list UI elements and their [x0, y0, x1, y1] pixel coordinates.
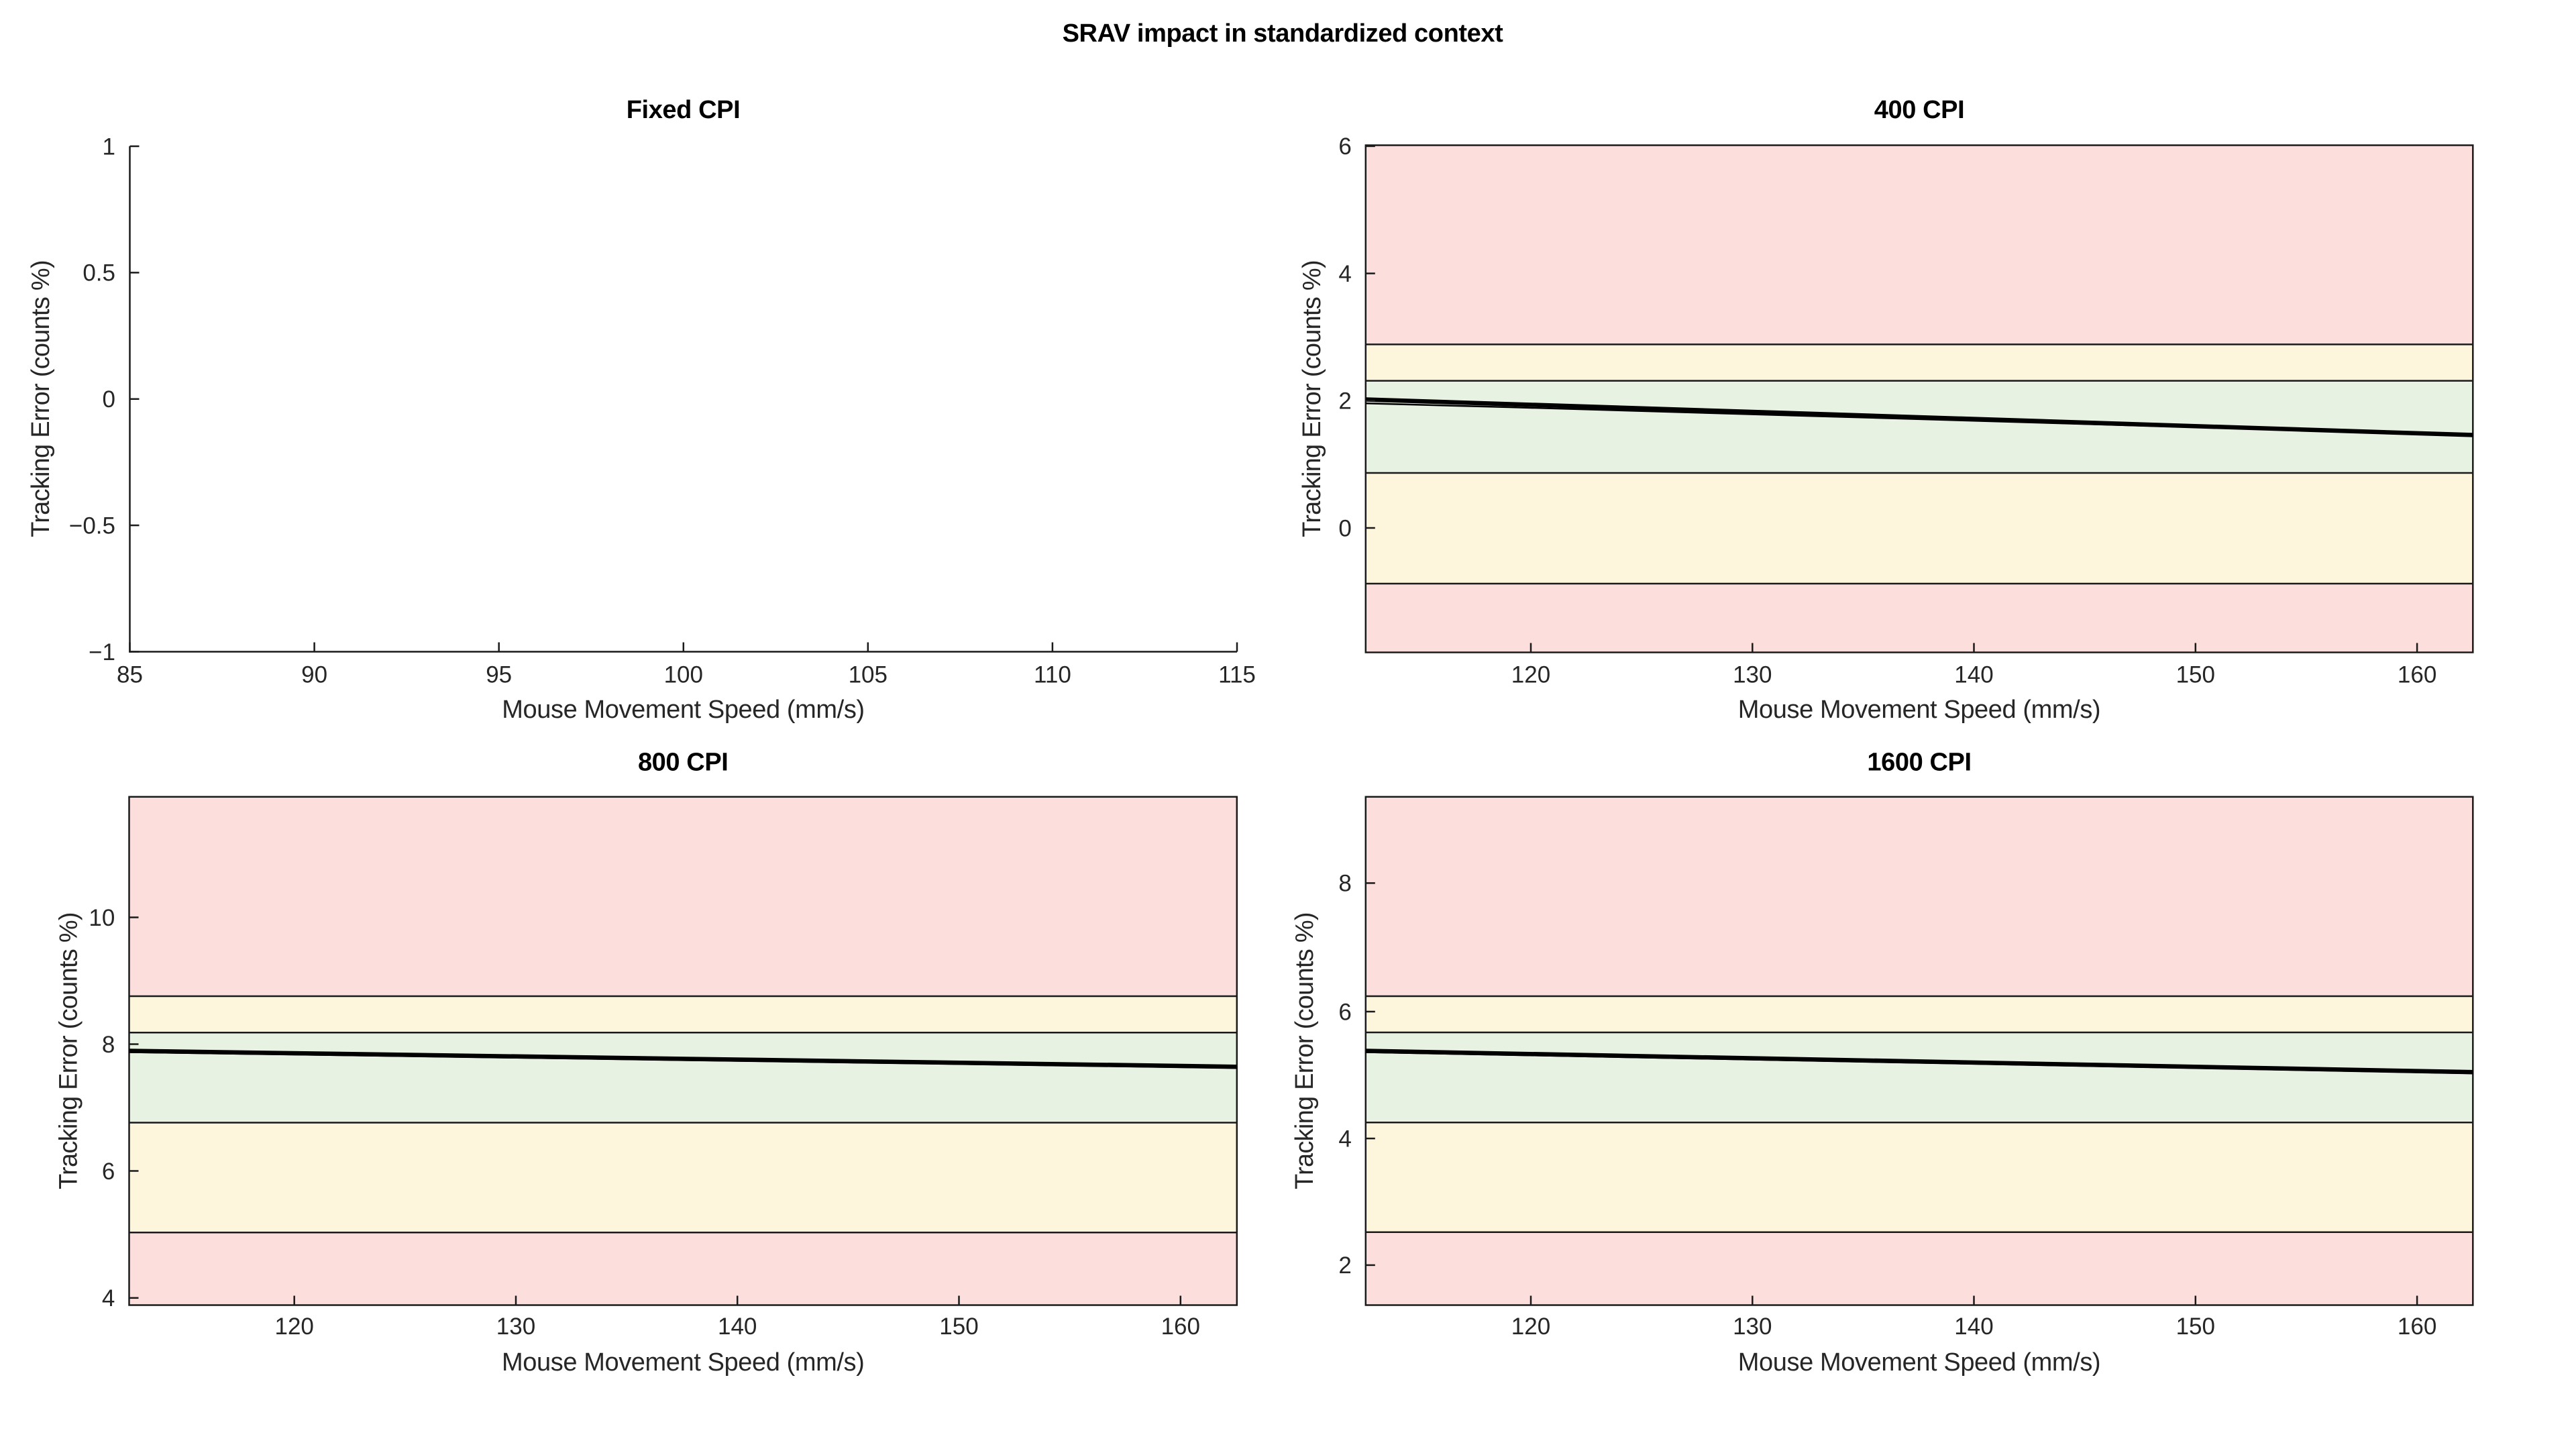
svg-text:10: 10 — [89, 905, 115, 931]
svg-text:0: 0 — [103, 386, 115, 413]
svg-text:95: 95 — [486, 662, 512, 688]
svg-text:0: 0 — [1338, 515, 1351, 541]
svg-text:Tracking Error (counts %): Tracking Error (counts %) — [1298, 260, 1326, 537]
svg-text:1600 CPI: 1600 CPI — [1867, 749, 1971, 777]
svg-text:150: 150 — [939, 1313, 978, 1340]
svg-text:130: 130 — [1733, 662, 1772, 688]
svg-text:110: 110 — [1034, 662, 1071, 688]
svg-text:105: 105 — [849, 662, 888, 688]
svg-text:SRAV impact in standardized co: SRAV impact in standardized context — [1063, 19, 1503, 48]
svg-text:0.5: 0.5 — [83, 260, 115, 286]
svg-text:4: 4 — [1338, 1126, 1351, 1152]
svg-text:150: 150 — [2176, 662, 2215, 688]
svg-text:6: 6 — [1338, 999, 1351, 1025]
svg-text:Mouse Movement Speed (mm/s): Mouse Movement Speed (mm/s) — [1738, 696, 2100, 724]
svg-text:Mouse Movement Speed (mm/s): Mouse Movement Speed (mm/s) — [1738, 1348, 2100, 1377]
svg-text:130: 130 — [496, 1313, 535, 1340]
svg-text:Tracking Error (counts %): Tracking Error (counts %) — [27, 260, 55, 537]
svg-text:400 CPI: 400 CPI — [1874, 96, 1965, 124]
svg-text:140: 140 — [718, 1313, 757, 1340]
svg-text:150: 150 — [2176, 1313, 2215, 1340]
svg-text:8: 8 — [1338, 871, 1351, 897]
svg-text:2: 2 — [1338, 1252, 1351, 1279]
svg-text:8: 8 — [102, 1032, 115, 1058]
svg-text:800 CPI: 800 CPI — [638, 749, 729, 777]
svg-text:140: 140 — [1954, 1313, 1993, 1340]
svg-text:Tracking Error (counts %): Tracking Error (counts %) — [54, 912, 83, 1189]
svg-text:2: 2 — [1338, 388, 1351, 415]
svg-text:130: 130 — [1733, 1313, 1772, 1340]
svg-text:100: 100 — [664, 662, 703, 688]
svg-text:160: 160 — [1161, 1313, 1200, 1340]
svg-text:6: 6 — [102, 1159, 115, 1185]
svg-text:4: 4 — [102, 1285, 115, 1311]
svg-text:−0.5: −0.5 — [69, 513, 115, 539]
svg-text:4: 4 — [1338, 261, 1351, 287]
svg-text:−1: −1 — [89, 639, 115, 665]
svg-text:115: 115 — [1218, 662, 1256, 688]
svg-text:160: 160 — [2398, 1313, 2436, 1340]
svg-text:140: 140 — [1954, 662, 1993, 688]
svg-text:85: 85 — [117, 662, 143, 688]
svg-text:120: 120 — [274, 1313, 313, 1340]
svg-text:6: 6 — [1338, 133, 1351, 160]
svg-text:1: 1 — [103, 133, 115, 160]
svg-text:Fixed CPI: Fixed CPI — [627, 96, 741, 124]
svg-text:120: 120 — [1511, 662, 1550, 688]
svg-text:90: 90 — [301, 662, 327, 688]
svg-text:Mouse Movement Speed (mm/s): Mouse Movement Speed (mm/s) — [502, 1348, 864, 1377]
svg-text:120: 120 — [1511, 1313, 1550, 1340]
svg-text:Mouse Movement Speed (mm/s): Mouse Movement Speed (mm/s) — [502, 696, 864, 724]
svg-text:Tracking Error (counts %): Tracking Error (counts %) — [1291, 912, 1319, 1189]
svg-text:160: 160 — [2398, 662, 2436, 688]
